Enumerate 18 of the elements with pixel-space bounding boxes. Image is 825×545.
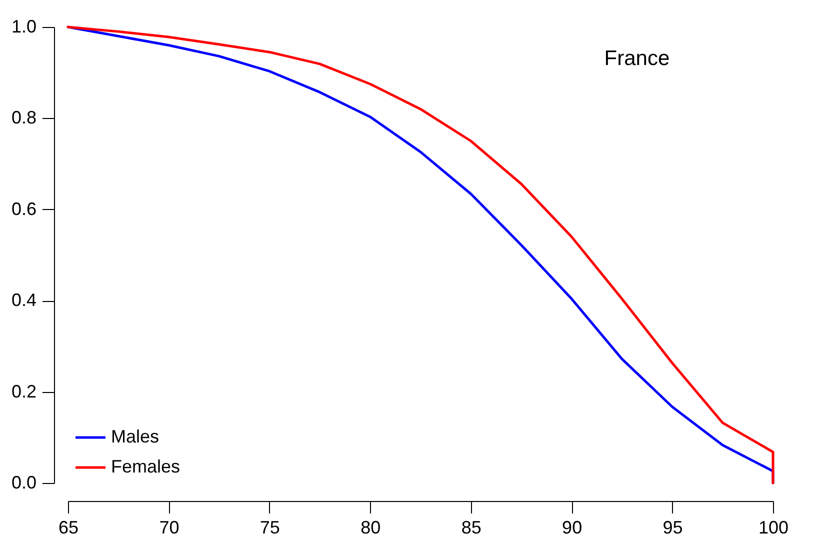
y-tick-label: 0.4 bbox=[11, 290, 36, 310]
y-tick-label: 0.2 bbox=[11, 381, 36, 402]
x-tick-label: 100 bbox=[758, 518, 789, 538]
x-tick-label: 80 bbox=[360, 518, 381, 538]
x-tick-label: 65 bbox=[58, 518, 79, 538]
y-tick-label: 0.8 bbox=[11, 108, 36, 128]
x-tick-label: 95 bbox=[662, 518, 683, 538]
legend-label: Males bbox=[111, 426, 160, 446]
y-tick-label: 0.6 bbox=[11, 198, 36, 219]
y-tick-label: 1.0 bbox=[11, 16, 36, 36]
x-tick-label: 70 bbox=[159, 518, 180, 538]
x-tick-label: 90 bbox=[562, 518, 582, 538]
x-tick-label: 75 bbox=[260, 518, 280, 538]
legend-label: Females bbox=[111, 456, 180, 476]
line-series bbox=[66, 26, 774, 484]
annotation: France bbox=[604, 47, 670, 70]
x-tick-label: 85 bbox=[461, 518, 482, 538]
y-tick-label: 0.0 bbox=[11, 472, 36, 492]
